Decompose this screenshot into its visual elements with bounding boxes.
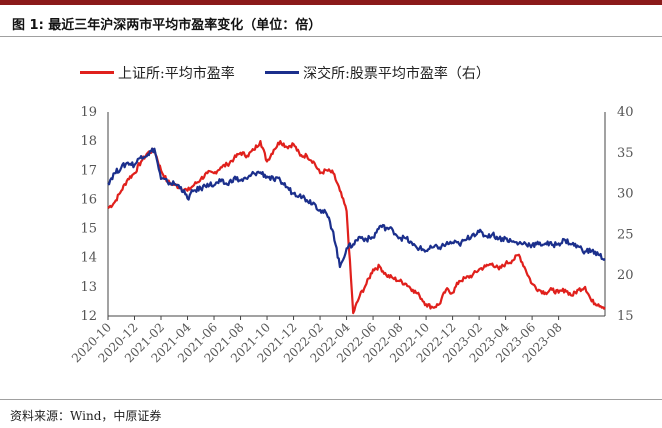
y-tick-label-left: 12 [80, 309, 97, 324]
top-accent-bar [0, 0, 662, 5]
title-divider [0, 36, 662, 37]
series-line-sz [107, 147, 606, 269]
y-tick-label-left: 16 [80, 192, 97, 207]
y-tick-label-right: 40 [617, 105, 634, 120]
y-tick-label-right: 35 [617, 146, 634, 161]
legend-swatch-sz [265, 71, 300, 74]
y-tick-label-right: 30 [617, 187, 634, 202]
source-divider [0, 399, 662, 400]
legend-item-sz: 深交所:股票平均市盈率（右） [265, 63, 490, 83]
y-tick-label-right: 25 [617, 227, 634, 242]
legend-swatch-sh [80, 71, 114, 74]
series-line-sh [107, 140, 606, 315]
y-tick-label-left: 13 [80, 280, 97, 295]
y-tick-label-left: 15 [80, 222, 97, 237]
chart-legend: 上证所:平均市盈率 深交所:股票平均市盈率（右） [80, 62, 516, 83]
legend-label-sz: 深交所:股票平均市盈率（右） [303, 65, 490, 82]
y-tick-label-left: 17 [80, 163, 97, 178]
y-tick-label-left: 19 [80, 105, 97, 120]
y-tick-label-right: 15 [617, 309, 634, 324]
y-tick-label-left: 18 [80, 134, 97, 149]
y-tick-label-right: 20 [617, 268, 634, 283]
y-tick-label-left: 14 [80, 251, 97, 266]
legend-label-sh: 上证所:平均市盈率 [118, 65, 235, 82]
source-note: 资料来源：Wind，中原证券 [10, 409, 162, 423]
figure-title: 图 1: 最近三年沪深两市平均市盈率变化（单位：倍） [12, 18, 322, 33]
legend-item-sh: 上证所:平均市盈率 [80, 63, 235, 83]
